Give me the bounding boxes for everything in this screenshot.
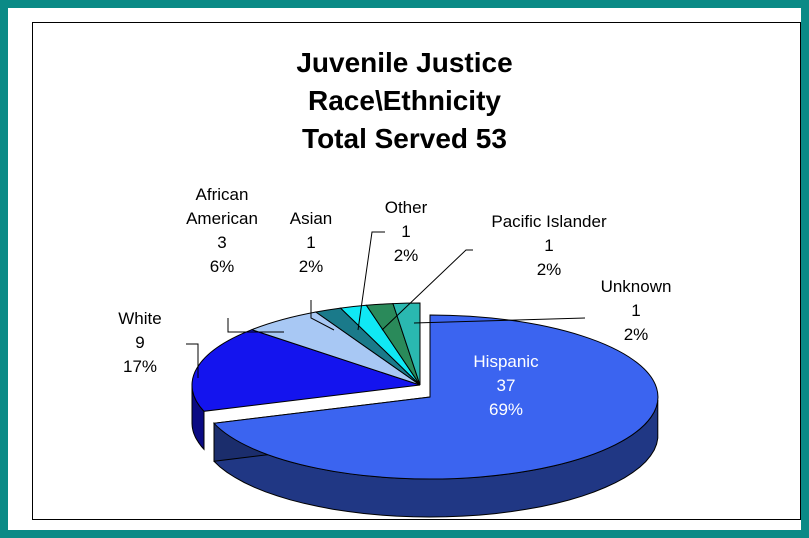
- label-african-american-line: 6%: [210, 257, 235, 276]
- label-hispanic-line: 69%: [489, 400, 523, 419]
- label-asian: Asian 1 2%: [290, 209, 333, 276]
- slice-unknown: [392, 302, 421, 386]
- label-white-line: White: [118, 309, 161, 328]
- label-hispanic-line: Hispanic: [473, 352, 539, 371]
- label-other-line: Other: [385, 198, 428, 217]
- leader-line-other: [357, 231, 385, 331]
- slice-white: [191, 329, 421, 412]
- leader-line-asian: [310, 300, 335, 331]
- label-other-line: 2%: [394, 246, 419, 265]
- slice-hispanic: [212, 314, 659, 480]
- leader-line-pacific-islander: [381, 249, 473, 331]
- label-white-line: 9: [135, 333, 144, 352]
- leader-line-unknown: [413, 317, 586, 324]
- label-hispanic-line: 37: [497, 376, 516, 395]
- label-asian-line: 1: [306, 233, 315, 252]
- label-pacific-islander-line: Pacific Islander: [491, 212, 607, 231]
- label-other: Other 1 2%: [385, 198, 428, 265]
- label-white-line: 17%: [123, 357, 157, 376]
- label-unknown-line: 2%: [624, 325, 649, 344]
- leader-line-african-american: [227, 318, 284, 333]
- chart-title-line-2: Race\Ethnicity: [308, 85, 501, 116]
- label-pacific-islander-line: 2%: [537, 260, 562, 279]
- label-african-american-line: 3: [217, 233, 226, 252]
- pie-tops: [191, 302, 659, 480]
- chart-title-line-1: Juvenile Justice: [296, 47, 513, 78]
- chart-title: Juvenile Justice Race\Ethnicity Total Se…: [0, 44, 809, 158]
- label-unknown: Unknown 1 2%: [601, 277, 672, 344]
- chart-title-line-3: Total Served 53: [302, 123, 507, 154]
- label-unknown-line: Unknown: [601, 277, 672, 296]
- label-african-american-line: African: [196, 185, 249, 204]
- label-pacific-islander-line: 1: [544, 236, 553, 255]
- label-unknown-line: 1: [631, 301, 640, 320]
- label-asian-line: Asian: [290, 209, 333, 228]
- label-asian-line: 2%: [299, 257, 324, 276]
- label-african-american: African American 3 6%: [186, 185, 258, 276]
- label-hispanic: Hispanic 37 69%: [473, 352, 539, 419]
- label-white: White 9 17%: [118, 309, 161, 376]
- label-other-line: 1: [401, 222, 410, 241]
- label-pacific-islander: Pacific Islander 1 2%: [491, 212, 607, 279]
- label-african-american-line: American: [186, 209, 258, 228]
- leader-line-white: [186, 343, 199, 378]
